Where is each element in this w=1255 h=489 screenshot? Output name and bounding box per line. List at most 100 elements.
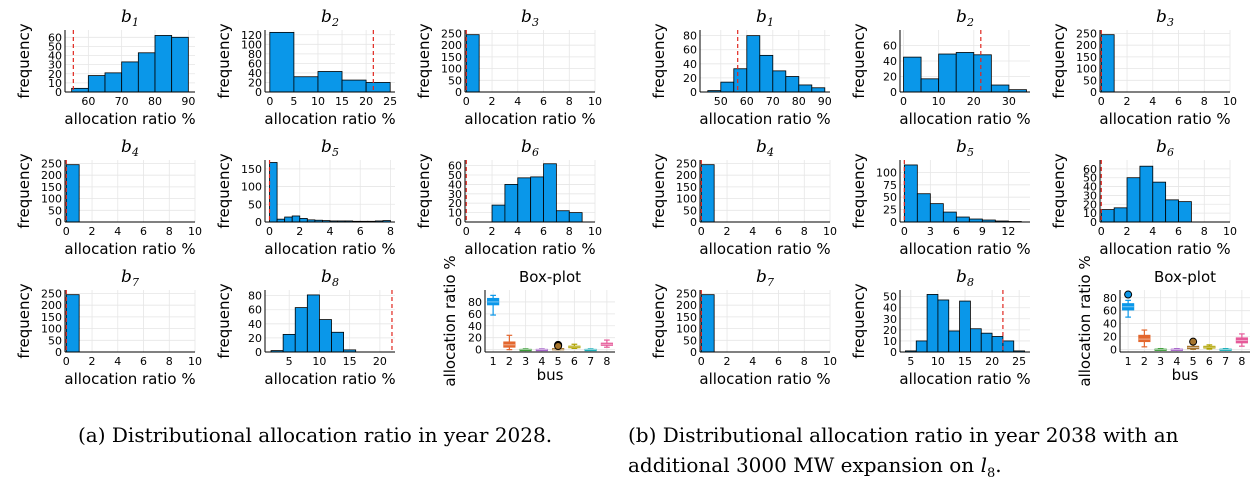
x-tick-label: 8 [603,355,610,368]
caption-b-text: (b) Distributional allocation ratio in y… [628,423,1179,477]
y-axis-label: frequency [15,283,33,358]
histogram-bar [1003,341,1014,352]
y-tick-label: 150 [676,181,697,194]
histogram-bar [88,76,105,92]
x-tick-label: 0 [463,225,470,238]
x-tick-label: 80 [148,95,162,108]
caption-b: (b) Distributional allocation ratio in y… [628,420,1228,489]
histogram-bar [307,295,319,352]
y-tick-label: 200 [441,39,462,52]
x-tick-label: 8 [1201,95,1208,108]
box-outlier [555,343,562,350]
y-tick-label: 150 [241,163,262,176]
x-tick-label: 2 [89,225,96,238]
x-tick-label: 2 [724,225,731,238]
histogram-bar [939,54,957,92]
x-axis-label: allocation ratio % [64,240,195,258]
y-axis-label: frequency [215,153,233,228]
x-axis-label: allocation ratio % [264,110,395,128]
y-tick-label: 80 [1103,292,1117,305]
histogram-bar [1127,178,1140,222]
x-tick-label: 6 [1175,95,1182,108]
x-tick-label: 2 [506,355,513,368]
x-axis-label: bus [1172,366,1199,384]
y-axis-label: allocation ratio % [1076,255,1094,386]
histogram-bar [66,165,79,222]
subplot-title: b7 [756,267,774,289]
histogram-bar [122,62,139,92]
x-tick-label: 0 [698,355,705,368]
histogram-bar [981,333,992,352]
histogram-bar [701,295,714,352]
x-tick-label: 2 [489,225,496,238]
boxplot-title: Box-plot [1154,268,1216,286]
box-outlier [1190,338,1197,345]
histogram-bar [991,85,1009,92]
x-tick-label: 5 [286,355,293,368]
x-tick-label: 20 [985,355,999,368]
x-tick-label: 6 [357,225,364,238]
histogram-bar [300,218,308,222]
x-tick-label: 10 [188,225,202,238]
x-tick-label: 8 [801,225,808,238]
x-tick-label: 6 [571,355,578,368]
x-tick-label: 10 [932,95,946,108]
x-tick-label: 2 [1124,95,1131,108]
histogram-bar [66,295,79,352]
y-tick-label: 10 [883,335,897,348]
x-tick-label: 8 [166,355,173,368]
histogram-bar [1166,200,1179,222]
subplot-title: b5 [321,137,339,159]
y-tick-label: 150 [41,311,62,324]
histogram-bar [930,204,943,222]
x-tick-label: 4 [114,355,121,368]
y-tick-label: 20 [468,332,482,345]
x-tick-label: 10 [823,355,837,368]
x-tick-label: 4 [327,225,334,238]
x-tick-label: 6 [140,225,147,238]
y-tick-label: 25 [883,204,897,217]
x-tick-label: 2 [1141,355,1148,368]
x-tick-label: 10 [931,355,945,368]
y-tick-label: 75 [883,179,897,192]
y-axis-label: frequency [850,153,868,228]
histogram-bar [949,331,960,352]
subplot-title: b8 [321,267,339,289]
x-tick-label: 20 [967,95,981,108]
y-tick-label: 80 [683,30,697,43]
histogram-bar [773,71,786,92]
y-tick-label: 250 [41,288,62,301]
box-outlier [1125,291,1132,298]
y-tick-label: 100 [1076,63,1097,76]
x-tick-label: 0 [698,225,705,238]
y-tick-label: 0 [890,346,897,359]
x-tick-label: 6 [540,225,547,238]
y-tick-label: 80 [248,290,262,303]
y-axis-label: frequency [650,283,668,358]
histogram-bar [138,53,155,92]
subplot-title: b6 [1156,137,1174,159]
histogram-bar [492,205,505,222]
y-tick-label: 20 [883,324,897,337]
x-axis-label: allocation ratio % [899,240,1030,258]
x-tick-label: 8 [387,225,394,238]
boxplot-title: Box-plot [519,268,581,286]
histogram-bar [270,32,294,92]
histogram-bar [956,52,974,92]
y-tick-label: 0 [1090,86,1097,99]
histogram-bar [747,36,760,92]
x-tick-label: 20 [373,355,387,368]
x-tick-label: 3 [1157,355,1164,368]
x-tick-label: 6 [953,225,960,238]
y-tick-label: 60 [1083,163,1097,176]
y-tick-label: 0 [55,216,62,229]
x-tick-label: 10 [188,355,202,368]
